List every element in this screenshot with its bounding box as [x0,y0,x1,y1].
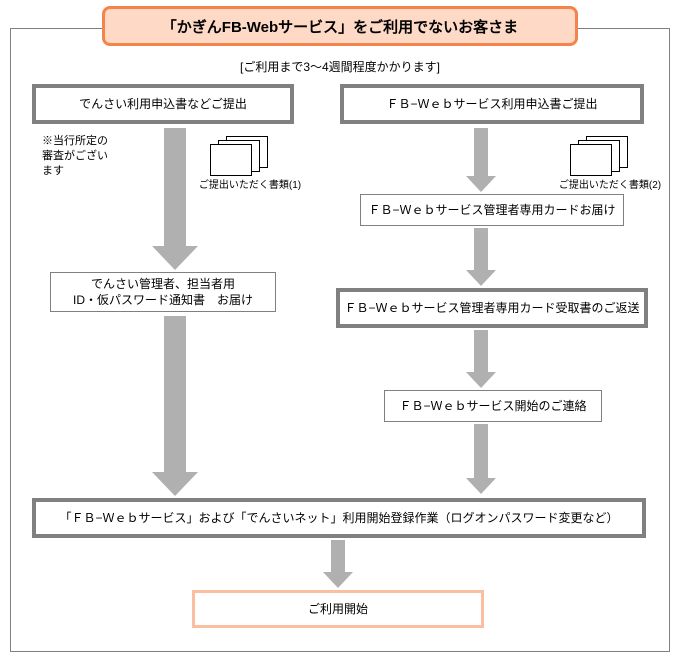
right-step3-box: ＦＢ−Ｗｅｂサービス管理者専用カード受取書のご返送 [336,288,648,328]
right-step1-text: ＦＢ−Ｗｅｂサービス利用申込書ご提出 [386,96,597,112]
right-step4-text: ＦＢ−Ｗｅｂサービス開始のご連絡 [399,398,586,414]
arrow-right-3 [466,330,496,388]
subtitle: [ご利用まで3〜4週間程度かかります] [0,58,680,75]
left-step1-box: でんさい利用申込書などご提出 [32,84,294,124]
merged-step-box: 「ＦＢ−Ｗｅｂサービス」および「でんさいネット」利用開始登録作業（ログオンパスワ… [32,498,646,538]
arrow-final [323,540,353,588]
left-step2-text: でんさい管理者、担当者用 ID・仮パスワード通知書 お届け [73,276,253,308]
final-text: ご利用開始 [308,601,368,617]
right-step3-text: ＦＢ−Ｗｅｂサービス管理者専用カード受取書のご返送 [344,300,639,316]
arrow-left-2 [152,316,198,496]
arrow-right-4 [466,424,496,494]
docs-icon-left: ご提出いただく書類(1) [210,136,274,182]
left-note: ※当行所定の 審査がござい ます [42,134,122,179]
docs-label-right: ご提出いただく書類(2) [550,176,670,191]
merged-step-text: 「ＦＢ−Ｗｅｂサービス」および「でんさいネット」利用開始登録作業（ログオンパスワ… [59,510,618,526]
right-step2-text: ＦＢ−Ｗｅｂサービス管理者専用カードお届け [368,202,615,218]
left-step1-text: でんさい利用申込書などご提出 [79,96,247,112]
arrow-left-1 [152,128,198,270]
arrow-right-2 [466,228,496,286]
left-step2-box: でんさい管理者、担当者用 ID・仮パスワード通知書 お届け [50,272,276,312]
final-box: ご利用開始 [192,590,484,628]
right-step1-box: ＦＢ−Ｗｅｂサービス利用申込書ご提出 [340,84,644,124]
title-box: 「かぎんFB-Webサービス」をご利用でないお客さま [102,6,578,46]
right-step4-box: ＦＢ−Ｗｅｂサービス開始のご連絡 [384,390,602,422]
docs-icon-right: ご提出いただく書類(2) [570,136,634,182]
arrow-right-1 [466,128,496,192]
right-step2-box: ＦＢ−Ｗｅｂサービス管理者専用カードお届け [360,194,624,226]
title-text: 「かぎんFB-Webサービス」をご利用でないお客さま [162,16,518,37]
docs-label-left: ご提出いただく書類(1) [190,176,310,191]
